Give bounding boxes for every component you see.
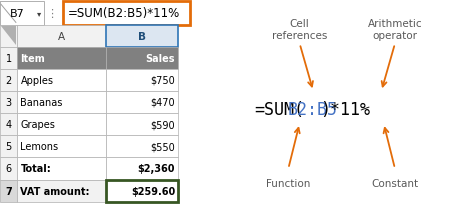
Bar xyxy=(0,136,17,158)
Text: 4: 4 xyxy=(5,119,12,130)
Bar xyxy=(106,26,178,47)
Text: Bananas: Bananas xyxy=(20,97,63,108)
Text: Constant: Constant xyxy=(371,178,419,188)
Text: Arithmetic
operator: Arithmetic operator xyxy=(368,19,422,41)
Bar xyxy=(106,180,178,202)
Text: Cell
references: Cell references xyxy=(272,19,327,41)
Polygon shape xyxy=(1,27,16,46)
Text: $470: $470 xyxy=(151,97,175,108)
Text: ▾: ▾ xyxy=(37,9,41,18)
Bar xyxy=(17,158,106,180)
Text: 6: 6 xyxy=(5,164,12,174)
Text: $259.60: $259.60 xyxy=(131,186,175,196)
Text: 1: 1 xyxy=(5,53,12,63)
Bar xyxy=(17,180,106,202)
Bar xyxy=(106,136,178,158)
Bar xyxy=(106,158,178,180)
Text: $590: $590 xyxy=(151,119,175,130)
Bar xyxy=(17,26,106,47)
Text: Item: Item xyxy=(20,53,45,63)
Text: Total:: Total: xyxy=(20,164,51,174)
Bar xyxy=(0,26,17,47)
Bar xyxy=(17,114,106,136)
Bar xyxy=(106,47,178,69)
Text: 3: 3 xyxy=(5,97,12,108)
Bar xyxy=(0,91,17,114)
Text: ⋮: ⋮ xyxy=(46,9,57,19)
Bar xyxy=(17,91,106,114)
Bar xyxy=(0,2,44,26)
Text: 5: 5 xyxy=(5,142,12,152)
Bar xyxy=(0,47,17,69)
Text: 7: 7 xyxy=(5,186,12,196)
Text: 2: 2 xyxy=(5,75,12,85)
Text: $550: $550 xyxy=(150,142,175,152)
Bar xyxy=(106,91,178,114)
Text: Sales: Sales xyxy=(146,53,175,63)
Text: Function: Function xyxy=(266,178,311,188)
Text: $2,360: $2,360 xyxy=(138,164,175,174)
Bar xyxy=(63,2,190,26)
Text: Grapes: Grapes xyxy=(20,119,55,130)
Bar xyxy=(17,69,106,91)
Text: $750: $750 xyxy=(150,75,175,85)
Bar xyxy=(0,158,17,180)
Bar xyxy=(106,69,178,91)
Text: =SUM(: =SUM( xyxy=(254,100,304,118)
Text: =SUM(B2:B5)*11%: =SUM(B2:B5)*11% xyxy=(68,7,180,20)
Text: B2:B5: B2:B5 xyxy=(287,100,337,118)
Bar xyxy=(17,136,106,158)
Text: )*11%: )*11% xyxy=(320,100,370,118)
Bar xyxy=(17,47,106,69)
Text: Apples: Apples xyxy=(20,75,54,85)
Bar xyxy=(0,69,17,91)
Text: Lemons: Lemons xyxy=(20,142,59,152)
Text: VAT amount:: VAT amount: xyxy=(20,186,90,196)
Text: B: B xyxy=(138,32,146,42)
Bar xyxy=(106,114,178,136)
Bar xyxy=(0,2,17,26)
Text: A: A xyxy=(58,32,65,42)
Bar xyxy=(0,114,17,136)
Bar xyxy=(0,180,17,202)
Text: B7: B7 xyxy=(10,9,25,19)
